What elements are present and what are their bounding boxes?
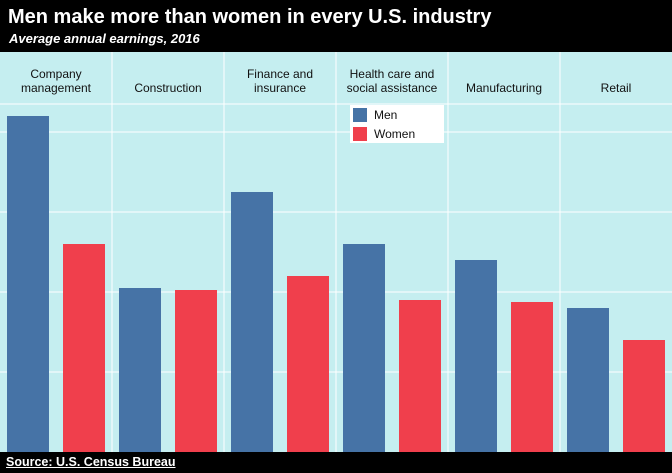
category-label: Construction	[134, 81, 201, 95]
bar-chart: Company management Construction Finance and…	[0, 52, 672, 452]
chart-header: Men make more than women in every U.S. i…	[0, 0, 672, 52]
men-bar	[343, 244, 385, 452]
category-label: Company management	[21, 67, 92, 95]
men-bar	[567, 308, 609, 452]
legend-swatch-women	[353, 127, 367, 141]
legend-label-men: Men	[374, 108, 397, 122]
plot-area: Company management Construction Finance and…	[0, 52, 672, 452]
men-bar	[119, 288, 161, 452]
men-bar	[231, 192, 273, 452]
chart-footer: Source: U.S. Census Bureau	[0, 452, 672, 473]
women-bar	[399, 300, 441, 452]
chart-title: Men make more than women in every U.S. i…	[8, 6, 492, 28]
women-bar	[63, 244, 105, 452]
category-label: Health care and social assistance	[347, 67, 438, 95]
women-bar	[511, 302, 553, 452]
category-label: Finance and insurance	[247, 67, 313, 95]
chart-subtitle: Average annual earnings, 2016	[9, 31, 200, 46]
category-label: Manufacturing	[466, 81, 542, 95]
category-label: Retail	[601, 81, 632, 95]
men-bar	[7, 116, 49, 452]
women-bar	[287, 276, 329, 452]
legend-label-women: Women	[374, 127, 415, 141]
source-note: Source: U.S. Census Bureau	[6, 455, 176, 469]
men-bar	[455, 260, 497, 452]
women-bar	[175, 290, 217, 452]
legend-swatch-men	[353, 108, 367, 122]
women-bar	[623, 340, 665, 452]
